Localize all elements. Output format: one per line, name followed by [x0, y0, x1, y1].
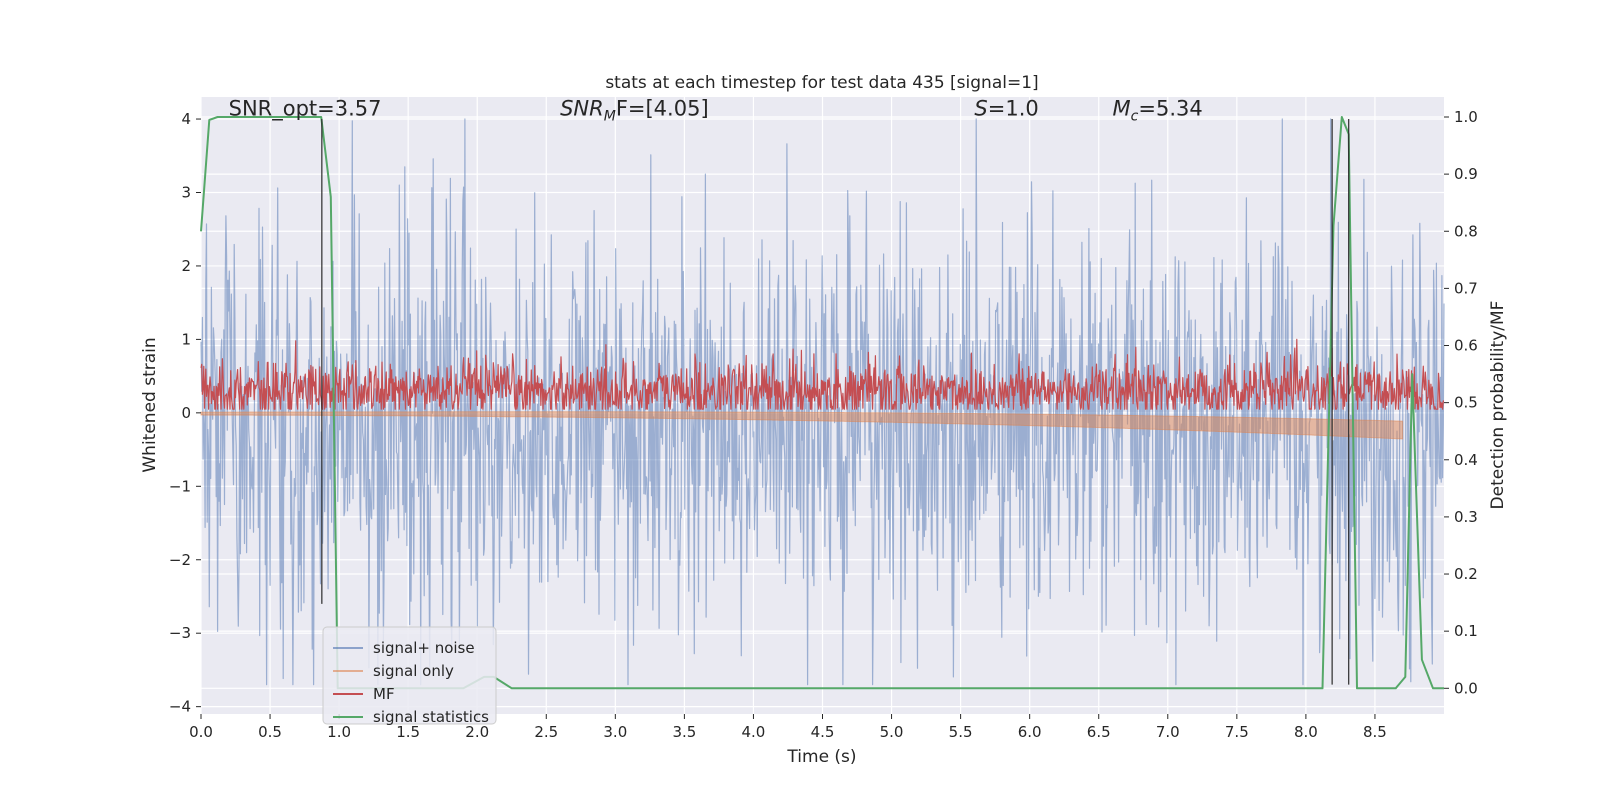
annotation-subscript: M: [604, 108, 616, 124]
annotation-snr-opt: SNR_opt=3.57: [229, 96, 382, 121]
annotation-suffix: F=[4.05]: [616, 96, 709, 120]
x-axis-label: Time (s): [786, 747, 856, 767]
y2-tick-label: 0.6: [1454, 337, 1478, 355]
y-tick-label: −4: [169, 698, 191, 716]
y2-tick-label: 0.3: [1454, 508, 1478, 526]
y-tick-label: 4: [181, 110, 191, 128]
x-tick-label: 0.0: [189, 723, 213, 741]
x-tick-label: 2.0: [465, 723, 489, 741]
x-tick-label: 1.5: [396, 723, 420, 741]
legend-entry: MF: [373, 685, 395, 703]
y-tick-label: 3: [181, 183, 191, 201]
series-0: [200, 118, 1445, 686]
y-tick-label: 0: [181, 404, 191, 422]
annotation-snr-mf: SNRMF=[4.05]: [560, 96, 709, 124]
y-tick-label: −3: [169, 624, 191, 642]
series-2: [200, 338, 1444, 410]
annotation-suffix: =5.34: [1138, 96, 1202, 120]
y-tick-label: 1: [181, 330, 191, 348]
legend-entry: signal+ noise: [373, 639, 475, 657]
chart-title: stats at each timestep for test data 435…: [605, 73, 1038, 93]
vertical-lines: [321, 119, 1350, 685]
y-axis-label: Whitened strain: [140, 337, 160, 472]
x-tick-label: 7.0: [1156, 723, 1180, 741]
y2-tick-label: 1.0: [1454, 108, 1478, 126]
annotation-italic: SNR: [560, 96, 604, 120]
y2-axis-label: Detection probability/MF: [1488, 301, 1508, 510]
legend-entry: signal only: [373, 662, 454, 680]
series-1: [200, 411, 1404, 440]
annotation-italic: M: [1113, 96, 1131, 120]
y-tick-label: −1: [169, 477, 191, 495]
y2-tick-label: 0.4: [1454, 451, 1478, 469]
x-tick-label: 5.5: [949, 723, 973, 741]
y2-tick-label: 0.8: [1454, 222, 1478, 240]
x-tick-label: 4.0: [742, 723, 766, 741]
y2-tick-label: 0.1: [1454, 622, 1478, 640]
y2-tick-label: 0.5: [1454, 394, 1478, 412]
x-tick-label: 6.0: [1018, 723, 1042, 741]
legend-box: [322, 626, 497, 725]
legend-entry: signal statistics: [373, 708, 489, 726]
annotation-s-value: S=1.0: [974, 96, 1038, 120]
annotation-italic: S: [974, 96, 987, 120]
x-tick-label: 3.5: [672, 723, 696, 741]
annotation-suffix: =1.0: [988, 96, 1039, 120]
x-tick-label: 2.5: [534, 723, 558, 741]
x-tick-label: 6.5: [1087, 723, 1111, 741]
annotation-mc-value: Mc=5.34: [1113, 96, 1203, 124]
legend: signal+ noise signal only MF signal statist…: [322, 626, 497, 726]
y2-tick-label: 0.0: [1454, 679, 1478, 697]
x-tick-label: 8.5: [1363, 723, 1387, 741]
y-axis-right: 1.0 0.9 0.8 0.7 0.6 0.5 0.4 0.3 0.2 0.1 0.0: [1444, 108, 1478, 697]
y2-tick-label: 0.2: [1454, 565, 1478, 583]
x-tick-label: 4.5: [811, 723, 835, 741]
y2-tick-label: 0.9: [1454, 165, 1478, 183]
x-tick-label: 0.5: [258, 723, 282, 741]
annotations: SNR_opt=3.57 SNRMF=[4.05] S=1.0 Mc=5.34: [229, 96, 1203, 124]
y-axis-left: 4 3 2 1 0 −1 −2 −3 −4: [169, 110, 201, 716]
y-tick-label: −2: [169, 551, 191, 569]
series-layer: [200, 116, 1445, 690]
series-3: [200, 116, 1444, 690]
x-tick-label: 1.0: [327, 723, 351, 741]
annotation-subscript: c: [1131, 108, 1139, 124]
x-tick-label: 5.0: [880, 723, 904, 741]
y-tick-label: 2: [181, 257, 191, 275]
x-axis: 0.0 0.5 1.0 1.5 2.0 2.5 3.0 3.5 4.0 4.5 5.0 5.5 6.0 6…: [189, 714, 1387, 741]
x-tick-label: 7.5: [1225, 723, 1249, 741]
x-tick-label: 8.0: [1294, 723, 1318, 741]
annotation-prefix: SNR_opt=3.57: [229, 96, 382, 121]
x-tick-label: 3.0: [603, 723, 627, 741]
y2-tick-label: 0.7: [1454, 279, 1478, 297]
